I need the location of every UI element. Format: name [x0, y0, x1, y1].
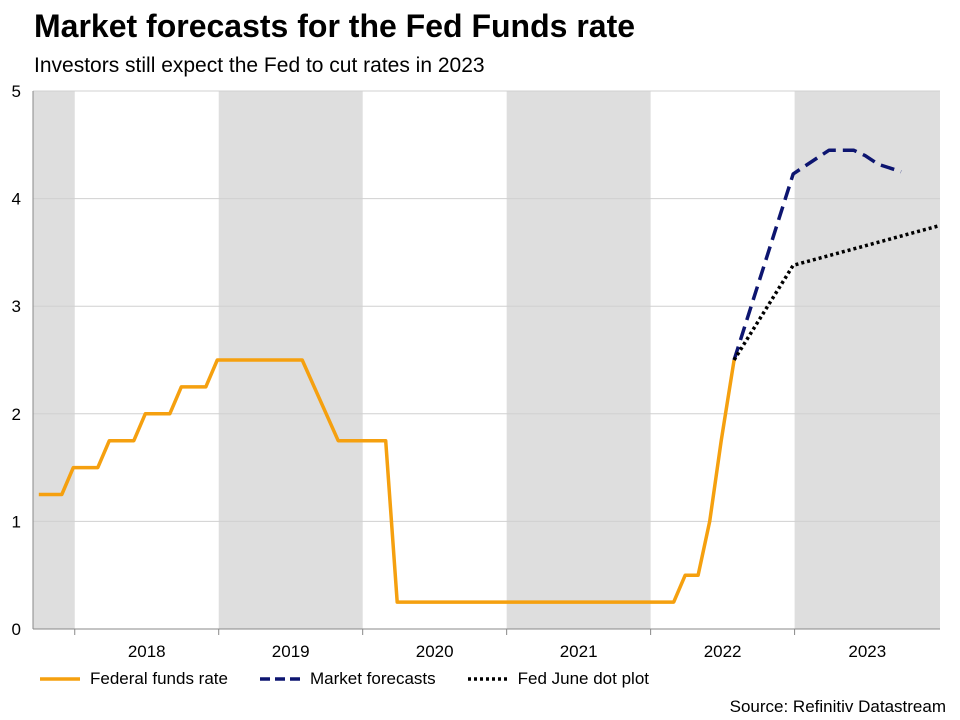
shaded-year-band — [33, 91, 75, 629]
x-tick-label: 2018 — [128, 642, 166, 661]
y-tick-label: 5 — [12, 82, 21, 101]
shaded-year-band — [506, 91, 651, 629]
source-note: Source: Refinitiv Datastream — [729, 697, 946, 716]
x-tick-label: 2022 — [704, 642, 742, 661]
legend-label: Fed June dot plot — [517, 669, 649, 688]
y-tick-label: 3 — [12, 297, 21, 316]
y-tick-label: 1 — [12, 512, 21, 531]
chart-title: Market forecasts for the Fed Funds rate — [34, 8, 636, 44]
series-market-forecasts — [732, 148, 902, 361]
shaded-year-band — [794, 91, 940, 629]
legend-item-fed-june-dot-plot: Fed June dot plot — [466, 669, 649, 689]
chart-subtitle: Investors still expect the Fed to cut ra… — [34, 54, 485, 77]
x-tick-label: 2021 — [560, 642, 598, 661]
y-tick-label: 2 — [12, 405, 21, 424]
legend-swatch-dashed — [259, 677, 300, 681]
chart-legend: Federal funds rate Market forecasts Fed … — [38, 669, 679, 689]
y-tick-label: 0 — [12, 620, 21, 639]
x-tick-label: 2020 — [416, 642, 454, 661]
legend-swatch-solid — [40, 677, 80, 681]
x-tick-label: 2019 — [272, 642, 310, 661]
series-fed-june-dot-plot — [732, 223, 941, 361]
legend-item-federal-funds-rate: Federal funds rate — [38, 669, 228, 689]
x-tick-label: 2023 — [848, 642, 886, 661]
legend-label: Market forecasts — [309, 669, 436, 688]
legend-swatch-dotted — [467, 677, 508, 681]
legend-item-market-forecasts: Market forecasts — [258, 669, 436, 689]
legend-label: Federal funds rate — [90, 669, 228, 688]
y-tick-label: 4 — [12, 190, 21, 209]
series-federal-funds-rate — [38, 358, 736, 604]
